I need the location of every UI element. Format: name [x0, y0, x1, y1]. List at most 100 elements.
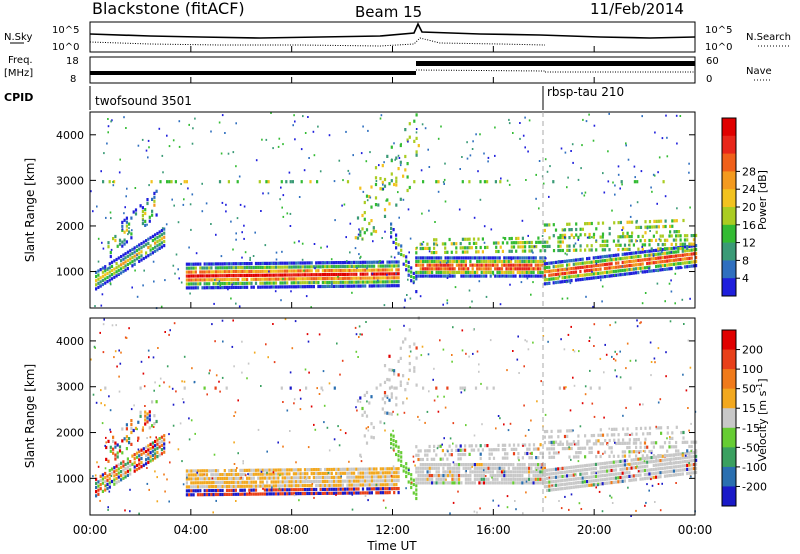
range-cell [353, 475, 356, 479]
noise-cell [400, 142, 402, 145]
range-cell [390, 179, 393, 183]
range-cell [453, 270, 456, 274]
range-cell [122, 460, 125, 464]
noise-cell [452, 461, 455, 464]
noise-cell [543, 260, 545, 263]
range-cell [415, 346, 418, 350]
range-cell [192, 485, 195, 489]
range-cell [670, 254, 673, 259]
range-cell [597, 275, 600, 279]
range-cell [116, 244, 119, 248]
noise-cell [447, 450, 449, 453]
range-cell [95, 287, 98, 291]
range-cell [328, 276, 331, 281]
noise-cell [378, 164, 380, 167]
range-cell [646, 454, 649, 458]
noise-cell [152, 459, 154, 462]
range-cell [621, 450, 624, 454]
noise-cell [231, 283, 233, 286]
range-cell [297, 285, 300, 289]
range-cell [586, 480, 589, 484]
noise-cell [568, 446, 570, 449]
range-cell [160, 452, 163, 456]
range-cell [113, 478, 116, 482]
range-cell [219, 492, 222, 497]
range-cell [257, 285, 260, 289]
range-cell [346, 471, 349, 475]
range-cell [361, 467, 365, 471]
range-cell [283, 476, 287, 480]
range-cell [144, 219, 147, 223]
range-cell [554, 228, 558, 232]
range-cell [497, 249, 500, 254]
range-cell [359, 260, 362, 264]
range-cell [672, 461, 675, 465]
range-cell [407, 269, 410, 273]
range-cell [683, 253, 687, 257]
noise-cell [617, 165, 620, 168]
range-cell [485, 481, 488, 485]
range-cell [621, 463, 624, 467]
range-cell [516, 463, 519, 467]
range-cell [144, 422, 147, 426]
range-cell [606, 274, 609, 278]
range-cell [259, 492, 262, 496]
range-cell [487, 470, 490, 474]
range-cell [390, 264, 394, 268]
range-cell [464, 452, 467, 457]
noise-cell [439, 261, 442, 264]
range-cell [586, 265, 589, 269]
noise-cell [270, 112, 272, 114]
range-cell [543, 469, 546, 473]
noise-cell [483, 225, 486, 228]
range-cell [455, 466, 458, 470]
range-cell [381, 276, 385, 280]
range-cell [453, 470, 456, 474]
range-cell [632, 251, 635, 255]
range-cell [478, 267, 481, 271]
range-cell [455, 470, 458, 474]
noise-cell [607, 180, 610, 183]
range-cell [637, 267, 640, 271]
range-cell [279, 273, 282, 277]
range-cell [219, 282, 222, 286]
range-cell [528, 477, 531, 481]
range-cell [601, 263, 604, 267]
range-cell [509, 270, 513, 274]
range-cell [252, 265, 255, 270]
noise-cell [110, 475, 113, 477]
noise-cell [341, 359, 344, 362]
noise-cell [407, 378, 410, 381]
range-cell [561, 272, 564, 276]
range-cell [561, 280, 564, 284]
range-cell [496, 263, 499, 267]
noise-cell [328, 449, 331, 452]
range-cell [664, 219, 667, 223]
range-cell [428, 474, 431, 478]
range-cell [473, 463, 476, 467]
range-cell [628, 462, 631, 466]
range-cell [661, 454, 664, 458]
noise-cell [109, 409, 112, 412]
range-cell [621, 235, 624, 239]
range-cell [690, 455, 693, 459]
noise-cell [272, 323, 274, 325]
range-cell [194, 270, 197, 274]
range-cell [384, 467, 387, 471]
noise-cell [485, 295, 488, 298]
range-cell [261, 285, 264, 289]
noise-cell [236, 467, 238, 469]
range-cell [292, 484, 295, 488]
range-cell [639, 477, 642, 481]
noise-cell [436, 395, 439, 398]
noise-cell [577, 460, 580, 463]
range-cell [517, 452, 520, 456]
range-cell [623, 441, 627, 445]
range-cell [316, 180, 319, 184]
range-cell [583, 464, 586, 468]
noise-cell [410, 481, 413, 484]
range-cell [623, 471, 626, 475]
range-cell [570, 485, 573, 490]
range-cell [113, 466, 116, 470]
range-cell [426, 256, 429, 260]
